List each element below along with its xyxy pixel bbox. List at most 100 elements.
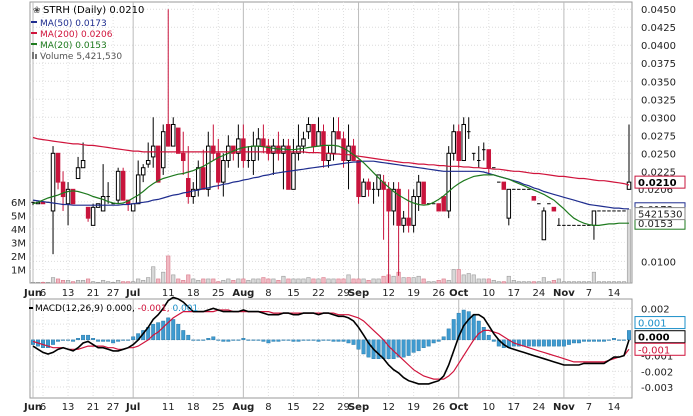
candle-body — [451, 131, 456, 154]
volume-bar — [441, 278, 446, 284]
volume-bar — [426, 281, 431, 284]
macd-histogram-bar — [281, 339, 286, 341]
price-tick-label: 0.0100 — [641, 257, 676, 268]
volume-bar — [161, 271, 166, 284]
volume-bar — [416, 275, 421, 284]
price-tick-label: 0.0300 — [641, 113, 676, 124]
volume-bar — [331, 278, 336, 284]
macd-histogram-bar — [426, 339, 431, 347]
candle-body — [326, 152, 331, 162]
volume-axis-label: 5421530 — [638, 210, 683, 221]
x-tick-label: 10 — [482, 288, 495, 299]
macd-histogram-bar — [366, 339, 371, 358]
macd-histogram-bar — [91, 338, 96, 341]
candle-body — [50, 152, 56, 212]
volume-bar — [136, 278, 141, 284]
candle-body — [446, 152, 451, 212]
ma50-line — [32, 160, 629, 210]
macd-histogram-bar — [266, 339, 271, 344]
macd-histogram-bar — [256, 339, 261, 341]
macd-histogram-bar — [191, 339, 196, 341]
candle-body — [221, 160, 226, 183]
candle-body — [276, 145, 281, 154]
macd-histogram-bar — [96, 339, 101, 342]
chart-grid — [29, 1, 633, 399]
legend-entry: MA(200) 0.0206 — [40, 30, 113, 40]
candle-body — [386, 188, 391, 212]
macd-histogram-bar — [612, 338, 616, 341]
x-tick-label: 25 — [212, 288, 225, 299]
macd-histogram-bar — [276, 339, 281, 342]
volume-bar — [551, 279, 556, 284]
volume-bar — [596, 281, 602, 284]
candle-body — [331, 131, 336, 154]
ma200-axis-label: 0.0206 — [638, 185, 673, 196]
x-tick-label: 17 — [507, 288, 520, 299]
volume-bar — [391, 275, 396, 284]
volume-bar — [571, 281, 576, 284]
macd-histogram-bar — [221, 339, 226, 342]
candle-body — [391, 188, 396, 212]
moving-averages — [32, 136, 630, 226]
volume-bar — [371, 278, 376, 284]
x-tick-label: 25 — [212, 402, 225, 413]
macd-histogram-bar — [111, 339, 116, 344]
x-tick-label: 13 — [62, 402, 75, 413]
candle-body — [261, 138, 266, 147]
volume-bar — [446, 279, 451, 284]
macd-histogram-bar — [216, 339, 221, 341]
macd-histogram-bar — [386, 339, 391, 359]
candle-body — [316, 131, 321, 147]
x-tick-label: Nov — [553, 288, 575, 299]
macd-histogram-bar — [361, 339, 366, 355]
volume-bar — [436, 279, 441, 284]
volume-bar — [576, 281, 581, 284]
candle-body — [406, 217, 411, 226]
x-tick-label: 27 — [107, 402, 120, 413]
candle-body — [591, 210, 597, 226]
candle-body — [341, 138, 346, 162]
macd-histogram-bar — [101, 339, 106, 342]
macd-histogram-bar — [196, 339, 201, 341]
x-tick-label: 11 — [162, 402, 175, 413]
candle-body — [361, 181, 366, 198]
macd-histogram-bar — [291, 339, 296, 342]
volume-bar — [581, 281, 586, 284]
macd-histogram-bar — [627, 330, 631, 341]
volume-bar — [45, 282, 51, 284]
candle-body — [100, 196, 106, 212]
price-tick-label: 0.0375 — [641, 59, 676, 70]
x-tick-label: 22 — [312, 288, 325, 299]
candle-body — [236, 138, 241, 154]
x-tick-label: Aug — [232, 288, 254, 299]
macd-axis-label-box — [634, 342, 686, 356]
macd-histogram-bar — [607, 339, 611, 341]
candle-body — [201, 167, 206, 190]
volume-bar — [121, 281, 126, 284]
macd-histogram-bar — [446, 328, 451, 341]
volume-bar — [606, 281, 612, 284]
x-tick-label: 26 — [432, 402, 445, 413]
price-tick-label: 0.0450 — [641, 5, 676, 16]
macd-histogram-bar — [602, 339, 606, 342]
candle-body — [40, 201, 46, 205]
macd-histogram-bar — [206, 338, 211, 341]
chart-logo-icon: ❀ — [33, 6, 41, 16]
macd-histogram-bar — [431, 339, 436, 344]
candle-body — [75, 167, 81, 180]
volume-bar — [336, 278, 341, 284]
macd-histogram-bar — [231, 339, 236, 341]
candle-body — [140, 167, 146, 176]
candle-body — [135, 174, 141, 205]
volume-bar — [566, 281, 571, 284]
volume-bar — [276, 279, 281, 284]
candle-body — [216, 152, 221, 183]
volume-bar — [356, 278, 361, 284]
macd-histogram-bar — [396, 339, 401, 358]
x-tick-label: 21 — [87, 402, 100, 413]
macd-histogram-bar — [226, 339, 231, 342]
candle-body — [436, 203, 441, 212]
volume-bar — [30, 282, 36, 284]
macd-tick-label: -0.002 — [641, 367, 673, 378]
volume-bar — [451, 269, 456, 284]
